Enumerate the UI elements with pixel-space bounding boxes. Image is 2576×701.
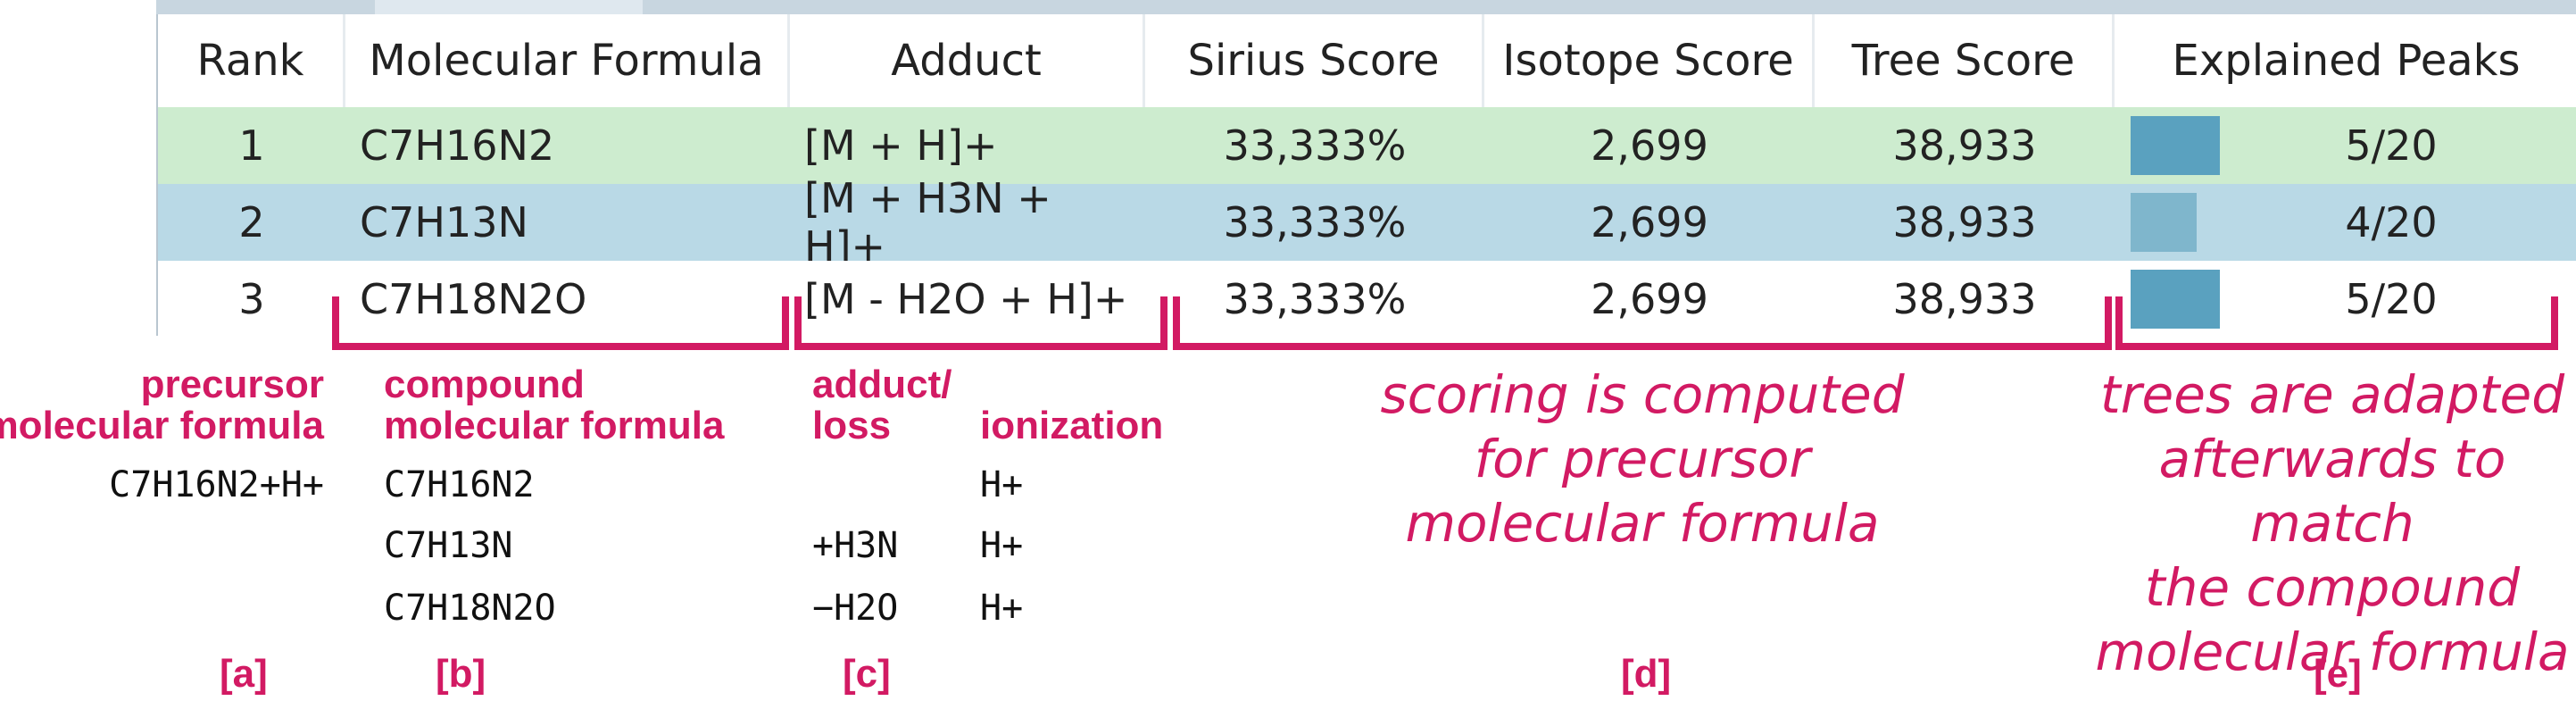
annotation-d-line: molecular formula xyxy=(1405,493,1880,554)
annotation-b-heading: compound molecular formula xyxy=(384,364,724,446)
annotation-a-heading-line2: molecular formula xyxy=(0,404,324,447)
cell-adduct: [M + H]+ xyxy=(804,121,998,170)
annotation-e-line: afterwards to match xyxy=(2158,429,2506,554)
cell-sirius-score: 33,333% xyxy=(1223,121,1407,170)
cell-isotope-score: 2,699 xyxy=(1591,198,1708,246)
annotation-c-ionization-heading: ionization xyxy=(980,404,1164,447)
annotation-d-line: scoring is computed xyxy=(1380,364,1905,425)
explained-peaks-label: 5/20 xyxy=(2345,121,2438,170)
header-isotope-score[interactable]: Isotope Score xyxy=(1484,14,1815,107)
explained-peaks-bar xyxy=(2131,270,2220,329)
annotation-b-heading-line2: molecular formula xyxy=(384,404,725,447)
bracket-scores xyxy=(1173,296,2112,350)
bracket-formula xyxy=(332,296,789,350)
annotation-e-line: trees are adapted xyxy=(2099,364,2565,425)
cell-formula: C7H18N2O xyxy=(360,275,587,323)
cell-rank: 3 xyxy=(238,275,265,323)
cell-isotope-score: 2,699 xyxy=(1591,275,1708,323)
cell-explained-peaks: 5/20 xyxy=(2115,107,2576,184)
table-row[interactable]: 1 C7H16N2 [M + H]+ 33,333% 2,699 38,933 … xyxy=(158,107,2576,184)
annotation-b-value: C7H18N2O xyxy=(384,588,556,629)
bracket-adduct xyxy=(794,296,1168,350)
tab-strip xyxy=(156,0,2576,14)
header-rank[interactable]: Rank xyxy=(158,14,345,107)
cell-formula: C7H16N2 xyxy=(360,121,555,170)
annotation-b-value: C7H16N2 xyxy=(384,464,535,505)
tag-c: [c] xyxy=(843,652,891,696)
explained-peaks-bar xyxy=(2131,116,2220,175)
explained-peaks-label: 4/20 xyxy=(2345,198,2438,246)
annotation-c-ionization-value: H+ xyxy=(980,588,1024,629)
header-explained-peaks[interactable]: Explained Peaks xyxy=(2172,36,2521,86)
annotation-a-heading: precursor molecular formula xyxy=(0,364,324,446)
cell-sirius-score: 33,333% xyxy=(1223,198,1407,246)
annotation-c-ionization-value: H+ xyxy=(980,464,1024,505)
header-tree-score[interactable]: Tree Score xyxy=(1815,14,2115,107)
cell-rank: 1 xyxy=(238,121,265,170)
annotation-e-line: the compound xyxy=(2144,557,2521,618)
annotation-d-note: scoring is computed for precursor molecu… xyxy=(1285,363,1999,555)
header-sirius-score[interactable]: Sirius Score xyxy=(1145,14,1484,107)
header-adduct[interactable]: Adduct xyxy=(790,14,1145,107)
annotation-b-value: C7H13N xyxy=(384,525,513,566)
annotation-b-heading-line1: compound xyxy=(384,363,585,406)
table-row[interactable]: 2 C7H13N [M + H3N + H]+ 33,333% 2,699 38… xyxy=(158,174,2576,271)
tag-d: [d] xyxy=(1621,652,1672,696)
annotation-a-value: C7H16N2+H+ xyxy=(109,464,324,505)
annotation-c-adduct-value: +H3N xyxy=(812,525,899,566)
explained-peaks-label: 5/20 xyxy=(2345,275,2438,323)
explained-peaks-bar xyxy=(2131,193,2197,252)
tag-a: [a] xyxy=(220,652,268,696)
annotation-c-ionization-value: H+ xyxy=(980,525,1024,566)
cell-explained-peaks: 5/20 xyxy=(2115,261,2576,338)
annotation-c-adduct-heading-line1: adduct/ xyxy=(812,363,952,406)
tag-e: [e] xyxy=(2314,652,2362,696)
annotation-d-line: for precursor xyxy=(1474,429,1811,489)
annotation-a-heading-line1: precursor xyxy=(140,363,324,406)
bracket-explained-peaks xyxy=(2115,296,2558,350)
cell-tree-score: 38,933 xyxy=(1892,121,2037,170)
annotation-c-adduct-heading-line2: loss xyxy=(812,404,892,447)
cell-isotope-score: 2,699 xyxy=(1591,121,1708,170)
cell-formula: C7H13N xyxy=(360,198,528,246)
annotation-c-adduct-heading: adduct/ loss xyxy=(812,364,951,446)
cell-rank: 2 xyxy=(238,198,265,246)
active-tab-indicator xyxy=(375,0,643,14)
header-molecular-formula[interactable]: Molecular Formula xyxy=(345,14,790,107)
annotation-c-adduct-value: −H2O xyxy=(812,588,899,629)
annotation-e-note: trees are adapted afterwards to match th… xyxy=(2089,363,2576,684)
cell-explained-peaks: 4/20 xyxy=(2115,184,2576,261)
cell-tree-score: 38,933 xyxy=(1892,198,2037,246)
cell-tree-score: 38,933 xyxy=(1892,275,2037,323)
formula-candidates-table: Rank Molecular Formula Adduct Sirius Sco… xyxy=(156,14,2576,338)
tag-b: [b] xyxy=(436,652,486,696)
table-header-row: Rank Molecular Formula Adduct Sirius Sco… xyxy=(158,14,2576,109)
cell-adduct: [M + H3N + H]+ xyxy=(804,174,1051,271)
table-row[interactable]: 3 C7H18N2O [M - H2O + H]+ 33,333% 2,699 … xyxy=(158,261,2576,338)
cell-sirius-score: 33,333% xyxy=(1223,275,1407,323)
annotation-e-line: molecular formula xyxy=(2095,622,2570,682)
cell-adduct: [M - H2O + H]+ xyxy=(804,275,1128,323)
